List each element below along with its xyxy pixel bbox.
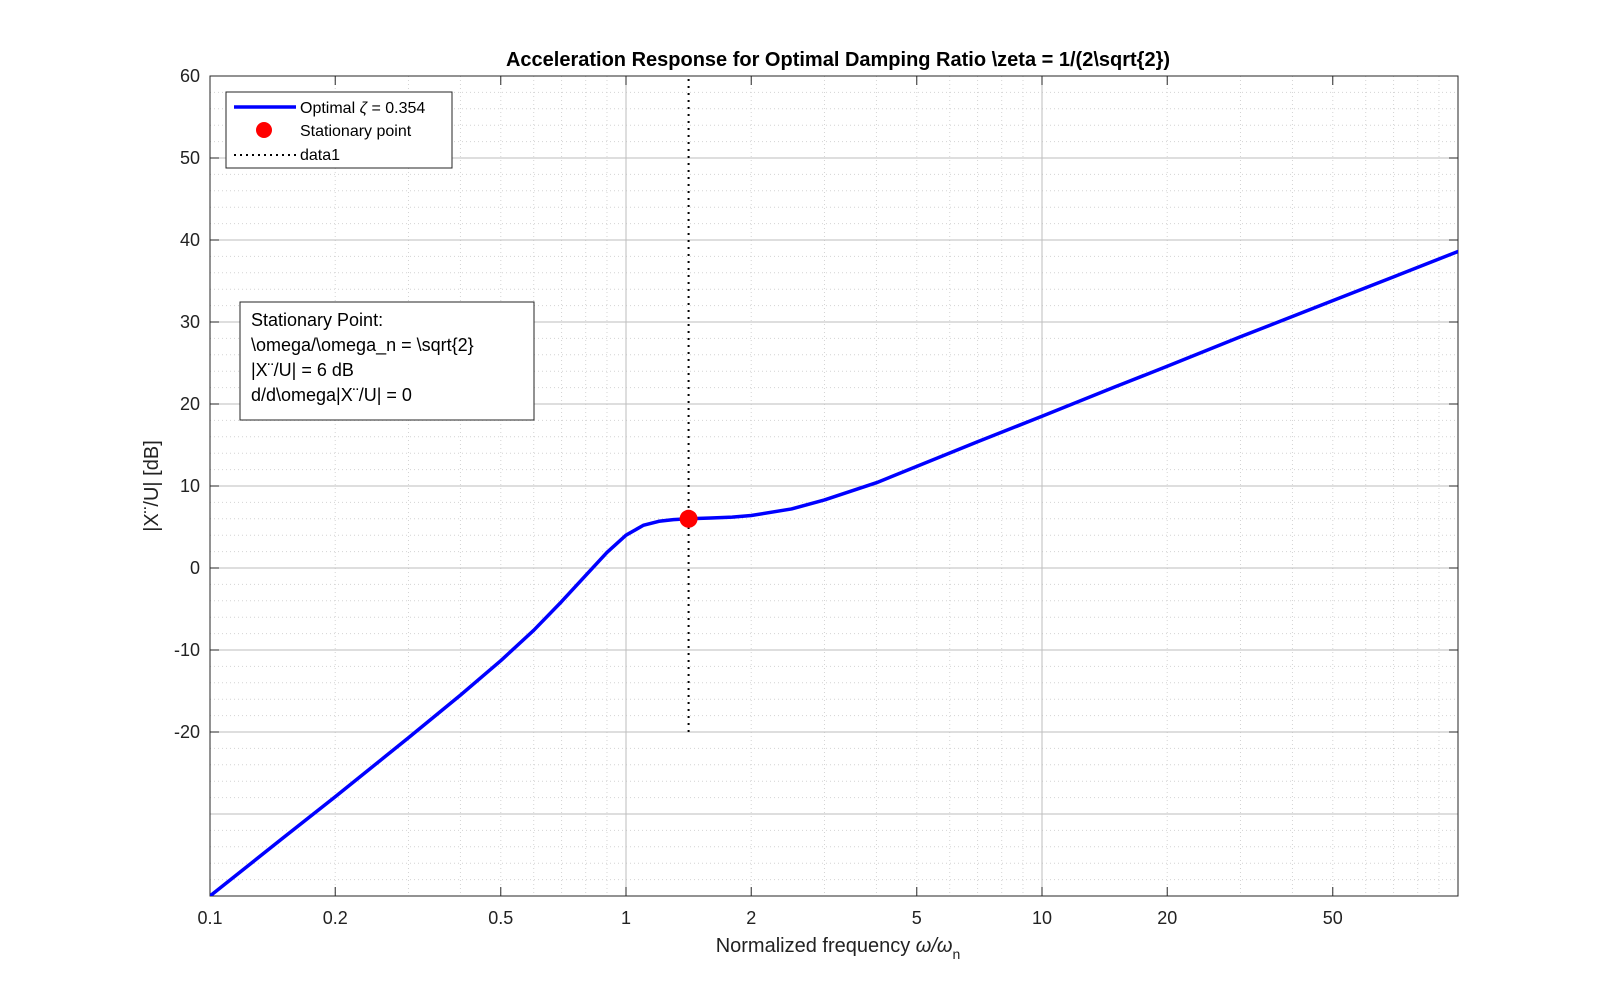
axis-ticks [209, 75, 1458, 896]
y-tick-label: 30 [180, 312, 200, 332]
stationary-point-marker [679, 509, 698, 528]
x-tick-label: 0.2 [323, 908, 348, 928]
x-tick-label: 20 [1157, 908, 1177, 928]
y-tick-label: -20 [174, 722, 200, 742]
x-tick-label: 10 [1032, 908, 1052, 928]
y-tick-label: -10 [174, 640, 200, 660]
minor-grid [209, 76, 1458, 896]
annotation-line-1: Stationary Point: [251, 310, 383, 330]
annotation-line-2: \omega/\omega_n = \sqrt{2} [251, 335, 474, 356]
legend-label-stationary: Stationary point [300, 123, 412, 140]
x-axis-label-math: ω/ω [916, 935, 953, 957]
y-tick-label: 0 [190, 558, 200, 578]
y-tick-label: 10 [180, 476, 200, 496]
x-axis-label-sub: n [953, 946, 961, 962]
series-layer [210, 76, 1458, 896]
x-tick-label: 0.5 [488, 908, 513, 928]
annotation-box: Stationary Point: \omega/\omega_n = \sqr… [239, 301, 535, 421]
x-axis-label: Normalized frequency ω/ωn [716, 935, 961, 962]
y-tick-label: 50 [180, 148, 200, 168]
x-tick-label: 1 [621, 908, 631, 928]
x-tick-label: 5 [912, 908, 922, 928]
x-tick-label: 2 [746, 908, 756, 928]
y-tick-label: 20 [180, 394, 200, 414]
legend-swatch-stationary [256, 122, 272, 138]
y-tick-label: 40 [180, 230, 200, 250]
annotation-frame [239, 301, 535, 421]
series-line-optimal [210, 249, 1458, 896]
annotation-line-3: |X¨/U| = 6 dB [251, 360, 354, 380]
y-axis-label: |X¨/U| [dB] [141, 440, 163, 532]
chart-title: Acceleration Response for Optimal Dampin… [506, 49, 1170, 71]
x-tick-labels: 0.1 0.2 0.5 1 2 5 10 20 50 [197, 908, 1342, 928]
annotation-line-4: d/d\omega|X¨/U| = 0 [251, 385, 412, 405]
x-tick-label: 0.1 [197, 908, 222, 928]
x-tick-label: 50 [1323, 908, 1343, 928]
y-tick-labels: -20 -10 0 10 20 30 40 50 60 [174, 66, 200, 742]
legend-label-data1: data1 [300, 147, 340, 164]
legend: Optimal ζ = 0.354 Stationary point data1 [225, 91, 453, 169]
y-tick-label: 60 [180, 66, 200, 86]
legend-label-optimal: Optimal ζ = 0.354 [300, 100, 425, 117]
